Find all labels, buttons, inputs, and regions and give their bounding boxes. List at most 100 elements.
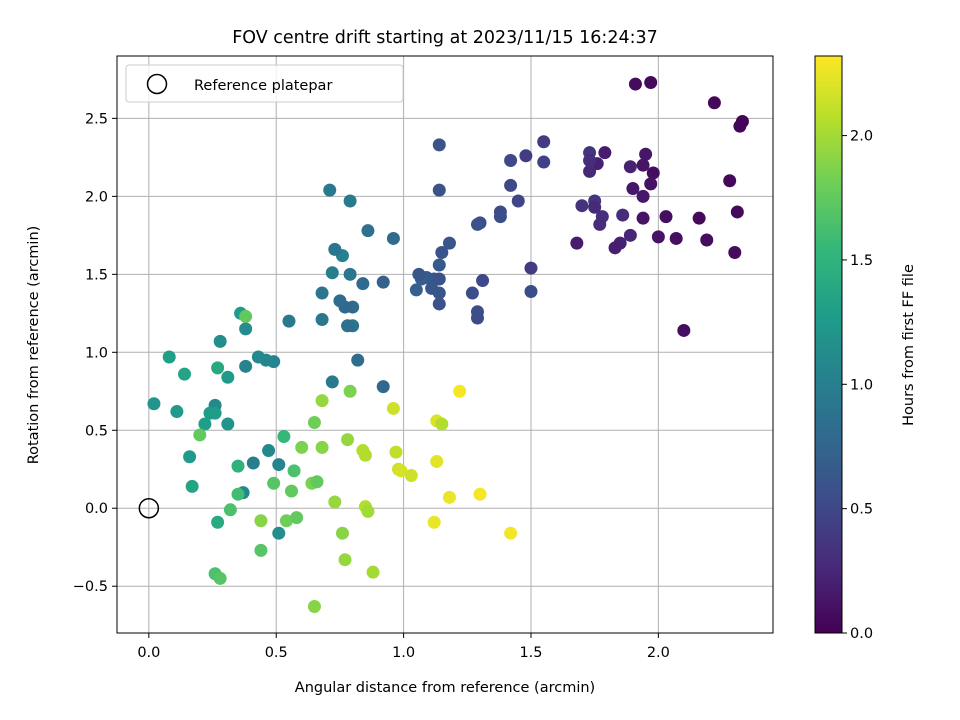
data-point xyxy=(325,375,339,389)
data-point xyxy=(223,503,237,517)
y-tick-label: 2.0 xyxy=(85,189,108,205)
data-point xyxy=(239,309,253,323)
y-tick-label: 1.0 xyxy=(85,345,108,361)
data-point xyxy=(356,277,370,291)
data-point xyxy=(730,205,744,219)
y-tick-label: 0.0 xyxy=(85,501,108,517)
data-point xyxy=(389,445,403,459)
data-point xyxy=(623,228,637,242)
data-point xyxy=(386,401,400,415)
data-point xyxy=(616,208,630,222)
data-point xyxy=(178,367,192,381)
data-point xyxy=(646,166,660,180)
colorbar-tick-label: 1.5 xyxy=(850,253,873,269)
data-point xyxy=(211,515,225,529)
data-point xyxy=(644,177,658,191)
data-point xyxy=(341,319,355,333)
data-point xyxy=(700,233,714,247)
x-tick-label: 2.0 xyxy=(647,645,670,661)
data-point xyxy=(315,440,329,454)
data-point xyxy=(328,495,342,509)
data-point xyxy=(221,417,235,431)
colorbar: 0.0 0.5 1.0 1.5 2.0 Hours from first FF file xyxy=(814,55,917,642)
data-point xyxy=(404,468,418,482)
data-point xyxy=(723,174,737,188)
data-point xyxy=(623,160,637,174)
data-point xyxy=(351,353,365,367)
data-point xyxy=(470,311,484,325)
data-point xyxy=(213,334,227,348)
data-point xyxy=(583,164,597,178)
legend-box xyxy=(125,64,404,103)
data-point xyxy=(504,526,518,540)
data-point xyxy=(231,487,245,501)
data-point xyxy=(432,183,446,197)
data-point xyxy=(376,380,390,394)
data-point xyxy=(598,146,612,160)
data-point xyxy=(435,417,449,431)
data-point xyxy=(504,178,518,192)
data-point xyxy=(358,448,372,462)
data-point xyxy=(328,242,342,256)
data-point xyxy=(707,96,721,110)
data-point xyxy=(213,571,227,585)
data-point xyxy=(442,236,456,250)
y-axis-label: Rotation from reference (arcmin) xyxy=(26,226,42,465)
data-point xyxy=(570,236,584,250)
data-point xyxy=(476,274,490,288)
data-point xyxy=(588,200,602,214)
data-point xyxy=(504,153,518,167)
data-point xyxy=(307,599,321,613)
data-point xyxy=(323,183,337,197)
data-point xyxy=(231,459,245,473)
data-point xyxy=(295,440,309,454)
data-point xyxy=(198,417,212,431)
data-point xyxy=(432,258,446,272)
data-point xyxy=(524,261,538,275)
data-point xyxy=(366,565,380,579)
colorbar-label: Hours from first FF file xyxy=(901,264,917,426)
data-point xyxy=(465,286,479,300)
data-point xyxy=(325,266,339,280)
colorbar-ticks: 0.0 0.5 1.0 1.5 2.0 xyxy=(842,129,873,642)
axes: 0.0 0.5 1.0 1.5 2.0 −0.5 0.0 0.5 1.0 1.5 2.0 2.5 xyxy=(73,55,774,661)
data-point xyxy=(343,267,357,281)
data-point xyxy=(412,267,426,281)
data-point xyxy=(677,323,691,337)
data-point xyxy=(251,350,265,364)
data-point xyxy=(733,119,747,133)
data-point xyxy=(170,405,184,419)
data-point xyxy=(361,504,375,518)
x-axis-label: Angular distance from reference (arcmin) xyxy=(295,680,595,696)
chart-title: FOV centre drift starting at 2023/11/15 … xyxy=(232,28,658,48)
legend-reference-label: Reference platepar xyxy=(194,78,332,94)
data-point xyxy=(427,515,441,529)
data-point xyxy=(659,210,673,224)
data-point xyxy=(636,211,650,225)
data-point xyxy=(315,313,329,327)
plot-frame xyxy=(116,55,774,634)
data-point xyxy=(470,217,484,231)
data-point xyxy=(341,433,355,447)
y-tick-label: 0.5 xyxy=(85,423,108,439)
x-tick-label: 1.0 xyxy=(392,645,415,661)
data-point xyxy=(310,475,324,489)
data-point xyxy=(221,370,235,384)
colorbar-tick-label: 0.5 xyxy=(850,502,873,518)
data-point xyxy=(246,456,260,470)
data-point xyxy=(493,210,507,224)
data-point xyxy=(639,147,653,161)
data-point xyxy=(211,361,225,375)
data-point xyxy=(162,350,176,364)
data-point xyxy=(343,194,357,208)
colorbar-tick-label: 1.0 xyxy=(850,377,873,393)
data-point xyxy=(307,415,321,429)
data-point xyxy=(287,464,301,478)
data-point xyxy=(267,476,281,490)
data-point xyxy=(651,230,665,244)
data-point xyxy=(425,281,439,295)
data-point xyxy=(409,283,423,297)
data-point xyxy=(442,490,456,504)
data-point xyxy=(272,458,286,472)
